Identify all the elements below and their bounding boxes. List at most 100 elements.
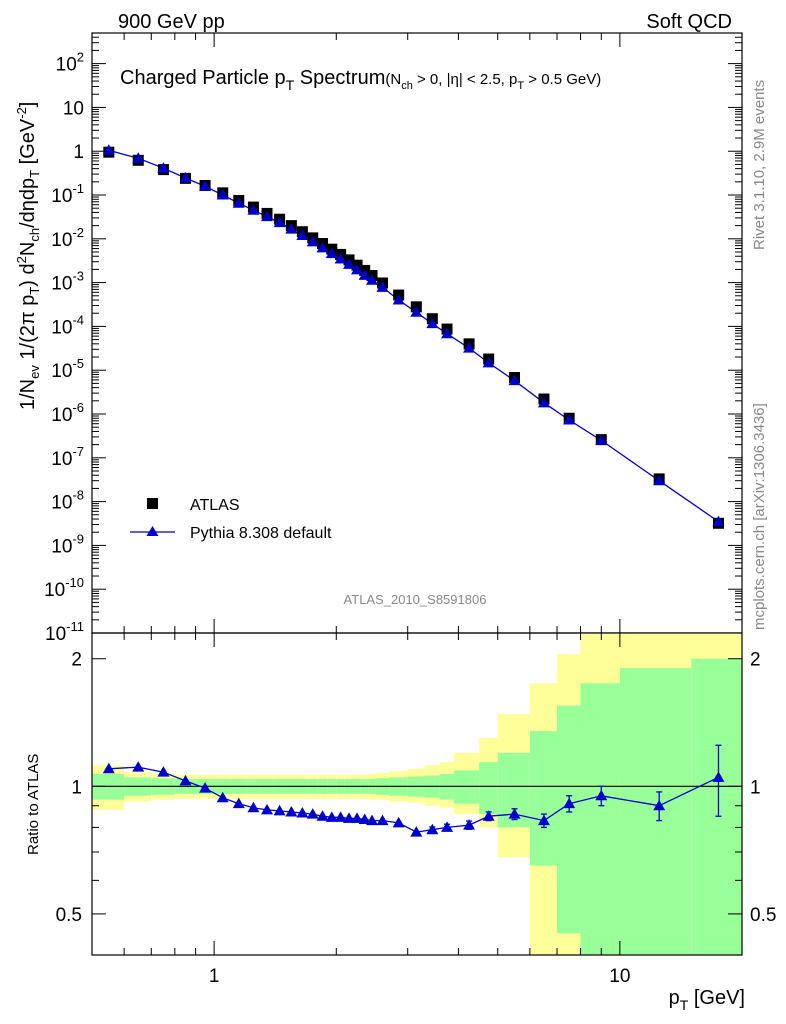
main-y-axis-label: 1/Nev 1/(2π pT) d2Nch/dηdpT [GeV-2]	[14, 102, 42, 410]
mc-ratio-point	[426, 823, 439, 835]
mc-ratio-point	[199, 782, 212, 793]
legend-data-label: ATLAS	[190, 497, 240, 514]
ratio-ytick-label: 2	[71, 650, 82, 671]
mc-point	[247, 204, 260, 215]
mc-point	[316, 241, 329, 253]
inner-band-bin	[453, 770, 480, 804]
mc-point	[102, 144, 115, 155]
mcplots-label: mcplots.cern.ch [arXiv:1306.3436]	[751, 403, 768, 630]
mc-point	[296, 229, 309, 241]
inner-band-bin	[479, 762, 498, 815]
ratio-ytick-label-right: 2	[750, 650, 761, 671]
mc-ratio-point	[296, 807, 309, 818]
mc-ratio-point	[508, 808, 521, 819]
mc-ratio-point	[273, 804, 286, 816]
mc-point	[199, 180, 212, 191]
main-ytick-label: 10-6	[51, 400, 84, 426]
xtick-label: 1	[209, 966, 220, 987]
mc-ratio-point	[537, 814, 550, 826]
mc-ratio-point	[102, 762, 115, 774]
mc-ratio-point	[316, 810, 329, 821]
mc-ratio-point	[232, 797, 245, 809]
mc-point	[334, 252, 347, 264]
mc-point	[482, 356, 495, 368]
mc-point	[351, 263, 364, 275]
mc-point	[508, 374, 521, 386]
ratio-axes: 0.5 0.5 1 1 2 2 1 10	[56, 632, 776, 987]
mc-point	[392, 294, 405, 305]
ratio-ytick-label: 1	[71, 777, 82, 798]
main-ytick-label: 10	[63, 98, 84, 119]
mc-point	[325, 247, 338, 259]
main-marks	[102, 144, 725, 529]
mc-point	[563, 413, 576, 425]
main-ytick-label: 10-1	[51, 181, 84, 207]
ratio-y-axis-label: Ratio to ATLAS	[25, 754, 42, 855]
main-ytick-label: 10-8	[51, 488, 84, 514]
header-right: Soft QCD	[646, 11, 732, 33]
mc-point	[132, 152, 145, 163]
rivet-label: Rivet 3.1.10, 2.9M events	[751, 80, 768, 250]
analysis-label: ATLAS_2010_S8591806	[344, 592, 487, 607]
mc-ratio-point	[653, 799, 666, 811]
mc-ratio-point	[157, 766, 170, 777]
mc-ratio-point	[358, 813, 371, 825]
ratio-ytick-label: 0.5	[56, 905, 82, 926]
mc-point	[285, 223, 298, 234]
inner-band-bin	[529, 731, 558, 866]
main-ytick-label: 10-9	[51, 531, 84, 557]
mc-point	[232, 197, 245, 208]
mc-point	[441, 327, 454, 339]
mc-point	[306, 235, 319, 247]
mc-point	[179, 171, 192, 183]
header-left: 900 GeV pp	[118, 11, 225, 33]
ratio-ytick-label-right: 0.5	[750, 905, 776, 926]
inner-band-bin	[619, 668, 692, 955]
main-ytick-label: 1	[73, 142, 84, 163]
main-ytick-label: 10-3	[51, 269, 84, 295]
mc-ratio-point	[441, 821, 454, 832]
mc-point	[366, 274, 379, 285]
mc-ratio-point	[216, 791, 229, 803]
inner-band-bin	[691, 658, 742, 955]
mc-point	[273, 216, 286, 228]
mc-ratio-point	[261, 803, 274, 815]
main-ytick-label: 10-11	[45, 619, 84, 645]
mc-ratio-point	[325, 811, 338, 822]
main-ytick-label: 10-2	[51, 225, 84, 251]
mc-point	[376, 281, 389, 292]
inner-band-bin	[557, 705, 581, 934]
mc-ratio-point	[285, 805, 298, 817]
main-axes: 10-1110-1010-910-810-710-610-510-410-310…	[44, 32, 743, 645]
mc-ratio-point	[306, 808, 319, 819]
mc-ratio-point	[334, 811, 347, 822]
mc-point	[358, 269, 371, 280]
mc-point	[157, 162, 170, 173]
mc-ratio-point	[351, 812, 364, 823]
main-ytick-label: 10-7	[51, 444, 84, 470]
mc-point	[261, 210, 274, 222]
mc-ratio-point	[179, 774, 192, 786]
mc-ratio-point	[247, 801, 260, 813]
main-frame	[91, 32, 743, 634]
mc-point	[216, 189, 229, 200]
mc-ratio-point	[343, 812, 356, 823]
mc-point	[410, 306, 423, 317]
mc-ratio-point	[463, 819, 476, 830]
legend-mc-label: Pythia 8.308 default	[190, 525, 332, 542]
mc-ratio-point	[410, 826, 423, 837]
main-title: Charged Particle pT Spectrum(Nch > 0, |η…	[120, 67, 601, 93]
ratio-frame	[91, 632, 743, 956]
legend-data-marker	[147, 498, 158, 509]
mc-ratio-point	[376, 814, 389, 826]
inner-band-bin	[580, 683, 620, 955]
main-ytick-label: 10-10	[44, 575, 84, 601]
ratio-bands	[92, 633, 742, 955]
ratio-marks	[92, 744, 742, 837]
mc-point	[712, 515, 725, 527]
mc-ratio-point	[392, 816, 405, 828]
main-ytick-label: 10-4	[51, 312, 84, 338]
mc-spectrum-line	[108, 149, 719, 523]
mc-ratio-point	[595, 789, 608, 801]
mc-point	[463, 342, 476, 353]
